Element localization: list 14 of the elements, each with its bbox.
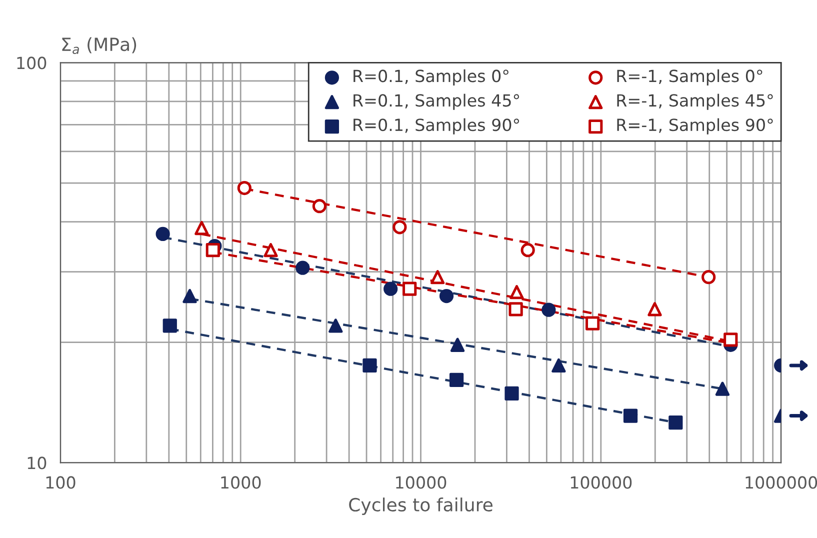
- y-tick-label: 10: [28, 456, 46, 470]
- y-axis-title: Σ$_{a}$ (MPa): [62, 37, 136, 54]
- legend-label: R=0.1, Samples 45°: [354, 94, 520, 110]
- x-tick-label: 100: [46, 476, 76, 489]
- legend-label: R=0.1, Samples 90°: [354, 118, 520, 134]
- legend-label: R=-1, Samples 0°: [617, 69, 762, 86]
- legend-label: R=-1, Samples 45°: [617, 94, 773, 110]
- legend-label: R=-1, Samples 90°: [617, 118, 773, 134]
- x-tick-label: 1000: [221, 476, 261, 489]
- x-tick-label: 1000000: [746, 476, 817, 489]
- x-axis-title: Cycles to failure: [349, 498, 492, 516]
- legend-label: R=0.1, Samples 0°: [354, 69, 508, 86]
- x-tick-label: 100000: [570, 476, 632, 489]
- x-tick-label: 10000: [396, 476, 446, 489]
